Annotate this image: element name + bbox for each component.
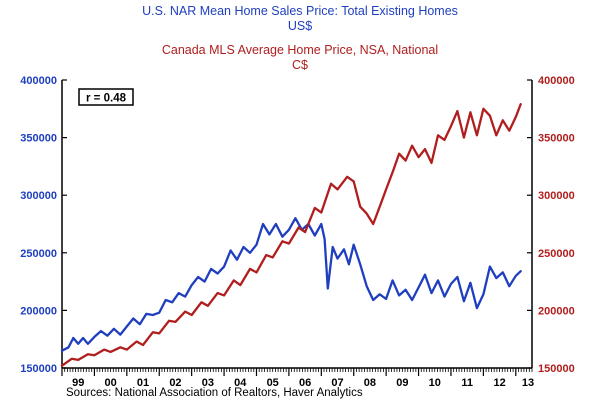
correlation-annotation: r = 0.48 <box>78 88 134 106</box>
y-tick-label-right: 350000 <box>538 133 575 145</box>
y-tick-label-left: 250000 <box>20 248 57 260</box>
x-tick-label: 00 <box>104 377 116 389</box>
us-series-line <box>60 217 522 352</box>
y-tick-label-right: 200000 <box>538 305 575 317</box>
y-tick-label-right: 400000 <box>538 75 575 87</box>
x-tick-label: 10 <box>429 377 441 389</box>
y-tick-label-right: 300000 <box>538 190 575 202</box>
y-tick-label-right: 150000 <box>538 363 575 375</box>
x-tick-label: 13 <box>522 377 534 389</box>
canada-series-line <box>60 103 522 367</box>
y-tick-label-left: 400000 <box>20 75 57 87</box>
us-series-unit: US$ <box>287 19 313 33</box>
y-tick-label-left: 300000 <box>20 190 57 202</box>
correlation-label: r = 0.48 <box>86 93 127 105</box>
x-tick-label: 07 <box>331 377 343 389</box>
tick-labels: 400000 350000 300000 250000 200000 150000 4000… <box>20 75 574 389</box>
x-tick-label: 03 <box>202 377 214 389</box>
x-tick-label: 04 <box>234 377 247 389</box>
canada-series-unit: C$ <box>292 58 308 72</box>
axes <box>61 79 533 376</box>
x-tick-label: 06 <box>299 377 311 389</box>
annotation-box <box>78 88 134 106</box>
y-tick-label-left: 200000 <box>20 305 57 317</box>
x-tick-label: 09 <box>396 377 408 389</box>
x-tick-label: 08 <box>364 377 376 389</box>
x-tick-label: 11 <box>461 377 473 389</box>
series-lines <box>60 103 522 367</box>
y-tick-label-left: 350000 <box>20 133 57 145</box>
us-series-title: U.S. NAR Mean Home Sales Price: Total Ex… <box>142 4 458 18</box>
source-note: Sources: National Association of Realtor… <box>66 387 363 399</box>
x-tick-label: 99 <box>72 377 84 389</box>
x-tick-label: 01 <box>137 377 149 389</box>
y-tick-label-left: 150000 <box>20 363 57 375</box>
x-tick-label: 02 <box>169 377 181 389</box>
x-tick-label: 12 <box>493 377 505 389</box>
x-tick-label: 05 <box>267 377 279 389</box>
canada-series-title: Canada MLS Average Home Price, NSA, Nati… <box>161 43 439 57</box>
y-tick-label-right: 250000 <box>538 248 575 260</box>
